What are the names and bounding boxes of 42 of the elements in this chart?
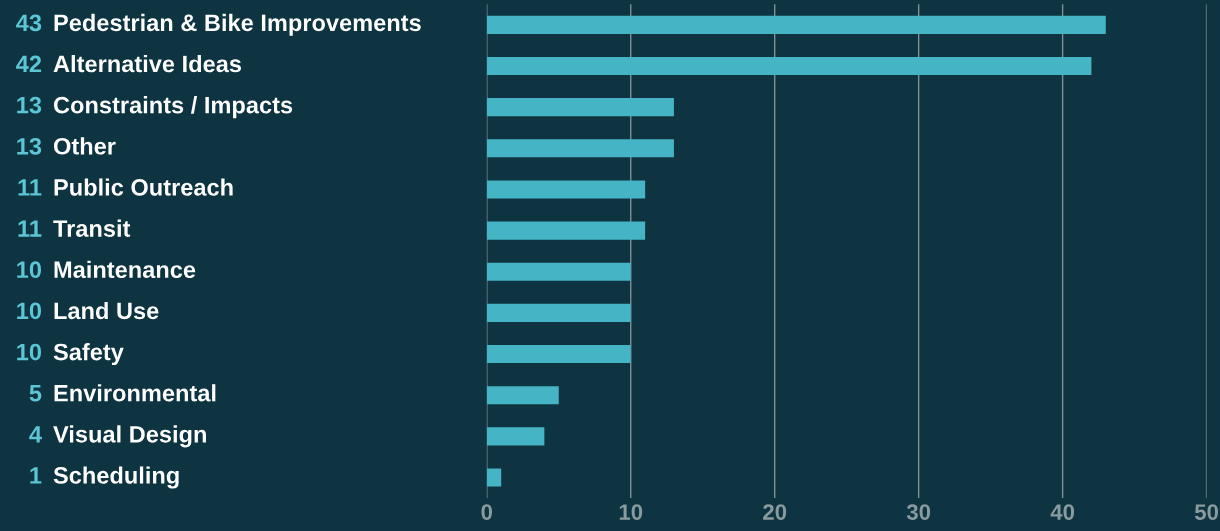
data-label: 43 [16, 14, 42, 32]
y-tick-label: Alternative Ideas [53, 54, 241, 73]
bar [486, 303, 631, 322]
bar [486, 56, 1092, 76]
x-tick-label: 20 [763, 504, 787, 520]
x-tick-label: 50 [1194, 504, 1219, 520]
data-label: 5 [29, 385, 42, 402]
bar [486, 344, 631, 364]
bar [486, 180, 646, 199]
bar [486, 15, 1106, 34]
bar [486, 262, 631, 281]
data-label: 4 [29, 426, 42, 443]
bar [486, 221, 646, 240]
y-tick-label: Other [53, 137, 116, 155]
data-label: 11 [18, 220, 42, 237]
y-tick-label: Constraints / Impacts [53, 96, 293, 119]
y-tick-label: Safety [53, 343, 124, 366]
y-tick-label: Maintenance [54, 260, 196, 279]
y-tick-label: Environmental [54, 384, 216, 402]
data-label: 13 [17, 96, 42, 114]
y-tick-label: Land Use [54, 301, 159, 320]
bar [486, 98, 674, 117]
y-tick-label: Scheduling [53, 466, 179, 489]
y-tick-label: Transit [53, 219, 131, 237]
bar [486, 427, 545, 446]
y-tick-label: Visual Design [53, 425, 206, 448]
x-tick-label: 30 [906, 504, 931, 520]
x-tick-label: 40 [1050, 504, 1075, 520]
data-label: 10 [17, 261, 42, 279]
bar [486, 468, 502, 487]
x-tick-label: 0 [481, 504, 493, 520]
y-tick-label: Pedestrian & Bike Improvements [54, 13, 421, 36]
y-tick-label: Public Outreach [54, 178, 233, 196]
x-tick-label: 10 [619, 504, 643, 520]
bar [486, 139, 674, 158]
data-label: 10 [17, 343, 42, 361]
data-label: 11 [18, 179, 42, 196]
data-label: 1 [30, 467, 42, 484]
data-label: 10 [17, 302, 42, 320]
bar [486, 386, 559, 405]
data-label: 42 [16, 55, 42, 73]
data-label: 13 [17, 137, 42, 155]
